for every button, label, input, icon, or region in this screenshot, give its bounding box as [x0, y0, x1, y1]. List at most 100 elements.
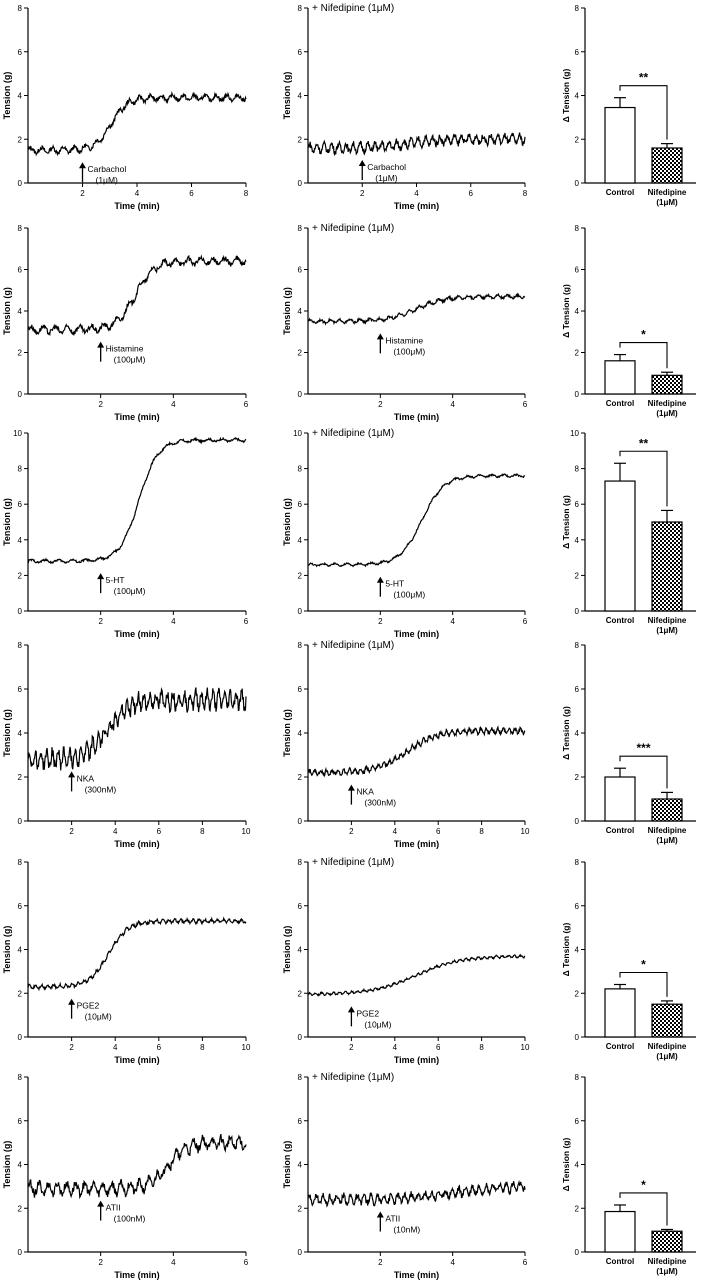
y-tick-label: 2 — [298, 989, 303, 998]
agonist-concentration: (10nM) — [393, 1225, 420, 1235]
y-tick-label: 4 — [18, 1161, 23, 1170]
y-tick-label: 6 — [18, 902, 23, 911]
y-tick-label: 4 — [18, 307, 23, 316]
y-tick-label: 0 — [298, 607, 303, 616]
y-tick-label: 10 — [13, 429, 22, 438]
y-axis-label: Tension (g) — [2, 287, 12, 335]
agonist-name: NKA — [77, 773, 95, 783]
tension-trace — [27, 916, 247, 992]
x-tick-label: 6 — [157, 827, 162, 836]
significance-stars: * — [641, 958, 646, 972]
y-tick-label: 8 — [18, 1073, 23, 1082]
x-tick-label: 4 — [450, 617, 455, 626]
agonist-concentration: (300nM) — [85, 784, 117, 794]
bar-control — [604, 480, 636, 612]
category-label-nifedipine: Nifedipine — [648, 188, 687, 197]
x-tick-label: 8 — [244, 189, 249, 198]
tension-trace — [27, 254, 247, 337]
y-tick-label: 6 — [575, 685, 580, 694]
category-label-concentration: (1μM) — [656, 1052, 678, 1061]
y-tick-label: 4 — [575, 307, 580, 316]
panel-carbachol-control: 0 2 4 6 8 2 4 6 8 Time (min) Tension (g) Carbachol(… — [2, 4, 249, 211]
x-tick-label: 2 — [349, 1043, 354, 1052]
y-axis-label: Δ Tension (g) — [561, 1138, 571, 1192]
y-tick-label: 6 — [298, 500, 303, 509]
significance-bracket — [619, 755, 668, 789]
agonist-name: Histamine — [385, 335, 423, 345]
y-tick-label: 8 — [298, 1073, 303, 1082]
x-tick-label: 2 — [378, 400, 383, 409]
y-tick-label: 6 — [575, 500, 580, 509]
tension-trace — [27, 686, 247, 771]
bar-nifedipine — [651, 374, 683, 395]
x-tick-label: 2 — [98, 1258, 103, 1267]
significance-stars: ** — [639, 71, 649, 85]
y-tick-label: 6 — [575, 48, 580, 57]
y-axis-label: Tension (g) — [2, 498, 12, 546]
category-label-control: Control — [606, 616, 634, 625]
category-label-concentration: (1μM) — [656, 409, 678, 418]
panel-carbachol-summary: 0 2 4 6 8 Δ Tension (g) Control Nifedipine(1μM)… — [561, 4, 696, 207]
category-label-concentration: (1μM) — [656, 836, 678, 845]
x-axis-label: Time (min) — [114, 1055, 159, 1065]
y-tick-label: 6 — [18, 1117, 23, 1126]
bar-nifedipine — [651, 147, 683, 184]
tension-trace — [27, 436, 247, 565]
tension-trace — [27, 90, 247, 157]
agonist-name: 5-HT — [385, 579, 404, 589]
panel-title: + Nifedipine (1μM) — [312, 428, 394, 439]
y-axis-label: Δ Tension (g) — [561, 923, 571, 977]
x-axis-label: Time (min) — [114, 412, 159, 422]
panel-atii-control: 0 2 4 6 8 2 4 6 Time (min) Tension (g) ATII(100nM) — [2, 1073, 249, 1280]
bar-nifedipine — [651, 1003, 683, 1038]
x-axis-label: Time (min) — [114, 1270, 159, 1280]
bar-control — [604, 1210, 636, 1253]
panel-pge2-summary: 0 2 4 6 8 Δ Tension (g) Control Nifedipine(1μM)… — [561, 858, 696, 1061]
agonist-concentration: (300nM) — [364, 798, 396, 808]
x-tick-label: 8 — [479, 1043, 484, 1052]
bar-nifedipine — [651, 1230, 683, 1253]
y-tick-label: 2 — [575, 989, 580, 998]
y-tick-label: 4 — [575, 946, 580, 955]
panel-histamine-control: 0 2 4 6 8 2 4 6 Time (min) Tension (g) Histamine(1… — [2, 224, 249, 422]
y-tick-label: 8 — [18, 4, 23, 13]
agonist-arrow-head — [97, 341, 105, 348]
panel-pge2-nifedipine: 0 2 4 6 8 2 4 6 8 10 Time (min) Tension (g) + Nifedi… — [282, 857, 530, 1065]
agonist-concentration: (1μM) — [96, 175, 119, 185]
x-tick-label: 4 — [113, 827, 118, 836]
x-tick-label: 4 — [450, 1258, 455, 1267]
y-tick-label: 2 — [575, 773, 580, 782]
bar-control — [604, 988, 636, 1038]
y-tick-label: 8 — [298, 858, 303, 867]
y-tick-label: 6 — [298, 902, 303, 911]
x-tick-label: 4 — [171, 400, 176, 409]
x-axis-label: Time (min) — [394, 1270, 439, 1280]
agonist-name: NKA — [356, 787, 374, 797]
y-tick-label: 2 — [18, 773, 23, 782]
agonist-concentration: (100μM) — [393, 590, 425, 600]
y-tick-label: 4 — [298, 92, 303, 101]
y-tick-label: 0 — [298, 817, 303, 826]
y-tick-label: 2 — [18, 1204, 23, 1213]
agonist-name: ATII — [106, 1203, 121, 1213]
y-tick-label: 0 — [575, 817, 580, 826]
category-label-concentration: (1μM) — [656, 198, 678, 207]
category-label-nifedipine: Nifedipine — [648, 616, 687, 625]
category-label-concentration: (1μM) — [656, 626, 678, 635]
panel-title: + Nifedipine (1μM) — [312, 1072, 394, 1083]
y-tick-label: 0 — [575, 607, 580, 616]
agonist-name: Histamine — [106, 344, 144, 354]
y-tick-label: 6 — [298, 266, 303, 275]
y-tick-label: 6 — [575, 1117, 580, 1126]
agonist-arrow-head — [97, 573, 105, 580]
y-axis-label: Tension (g) — [282, 709, 292, 757]
y-tick-label: 4 — [18, 946, 23, 955]
panel-title: + Nifedipine (1μM) — [312, 640, 394, 651]
y-axis-label: Tension (g) — [282, 498, 292, 546]
tension-trace — [307, 953, 526, 997]
category-label-concentration: (1μM) — [656, 1267, 678, 1276]
agonist-concentration: (100nM) — [114, 1214, 146, 1224]
x-axis-label: Time (min) — [114, 201, 159, 211]
panel-title: + Nifedipine (1μM) — [312, 3, 394, 14]
agonist-arrow-head — [376, 1211, 384, 1218]
